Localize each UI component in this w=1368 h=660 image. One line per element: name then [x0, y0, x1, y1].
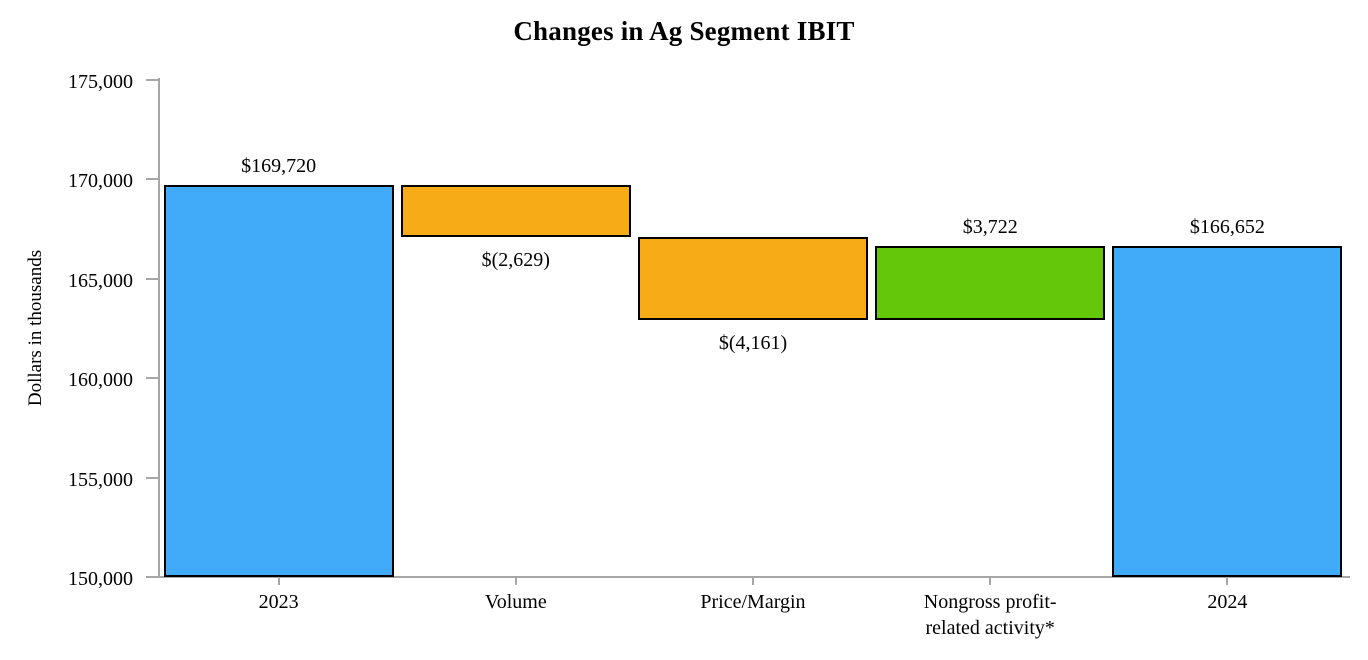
bar-2023: [163, 184, 394, 577]
chart-title: Changes in Ag Segment IBIT: [513, 16, 855, 46]
x-tick-mark-volume: [514, 578, 517, 585]
y-tick-label-165-000: 165,000: [68, 269, 133, 292]
x-axis-label-nongross-profit-related-activity: Nongross profit- related activity*: [923, 591, 1057, 639]
bar-price-margin: [637, 237, 869, 320]
y-tick-mark-160-000: [146, 377, 159, 380]
bar-volume: [400, 184, 631, 238]
bar-value-label-volume: $(2,629): [481, 249, 550, 272]
y-tick-label-170-000: 170,000: [68, 170, 133, 193]
y-tick-label-175-000: 175,000: [68, 71, 133, 93]
bar-value-label-2023: $169,720: [241, 154, 317, 177]
y-tick-mark-175-000: [146, 79, 159, 81]
x-tick-mark-2023: [277, 578, 280, 585]
x-axis-label-volume: Volume: [484, 591, 547, 613]
y-tick-label-150-000: 150,000: [68, 568, 133, 590]
y-tick-mark-150-000: [146, 576, 159, 578]
y-tick-mark-155-000: [146, 476, 159, 479]
y-tick-mark-165-000: [146, 277, 159, 280]
bar-value-label-2024: $166,652: [1189, 215, 1265, 238]
y-tick-label-155-000: 155,000: [68, 468, 133, 491]
x-axis-label-price-margin: Price/Margin: [700, 591, 806, 613]
y-axis-line: [158, 78, 160, 578]
x-axis-label-2023: 2023: [258, 591, 299, 613]
y-tick-label-160-000: 160,000: [68, 369, 133, 392]
x-tick-mark-nongross-profit-related-activity: [989, 578, 992, 585]
x-tick-mark-2024: [1226, 578, 1229, 585]
bar-value-label-nongross-profit-related-activity: $3,722: [962, 215, 1018, 238]
y-tick-mark-170-000: [146, 178, 159, 181]
x-tick-mark-price-margin: [752, 578, 754, 585]
bar-nongross-profit-related-activity: [875, 245, 1106, 320]
x-axis-line: [146, 576, 1350, 578]
bar-value-label-price-margin: $(4,161): [718, 331, 788, 354]
x-axis-label-2024: 2024: [1207, 591, 1248, 613]
bar-2024: [1112, 245, 1343, 577]
